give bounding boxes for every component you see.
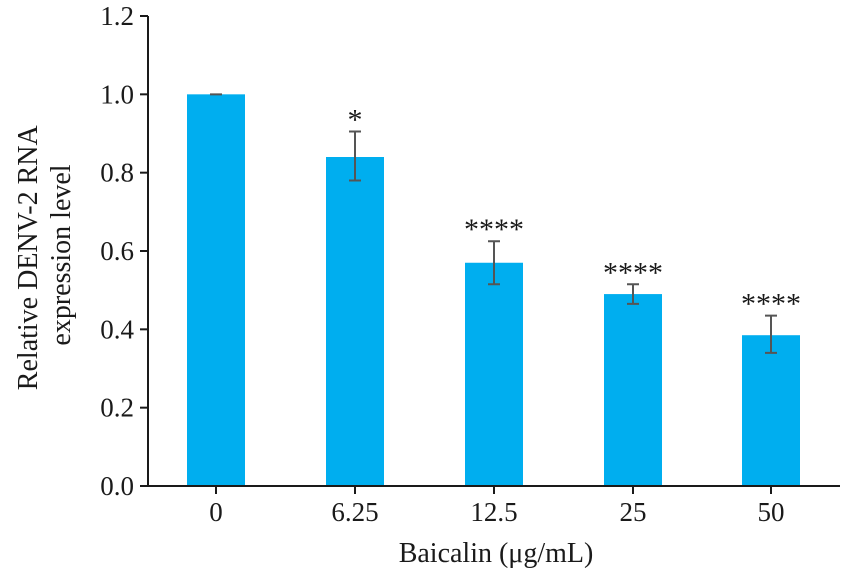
error-bars xyxy=(210,93,777,354)
x-tick-label: 50 xyxy=(758,497,785,527)
y-tick-label: 0.6 xyxy=(100,236,134,266)
bar-6.25 xyxy=(326,157,384,486)
x-tick-label: 0 xyxy=(209,497,223,527)
error-bar-12.5 xyxy=(488,240,500,286)
y-tick-label: 0.4 xyxy=(100,314,134,344)
bars xyxy=(187,94,800,486)
y-axis-title-line-1: Relative DENV-2 RNA xyxy=(13,124,44,390)
significance-label: **** xyxy=(464,213,524,246)
error-bar-50 xyxy=(765,314,777,354)
y-axis-ticks: 0.0 0.2 0.4 0.6 0.8 1.0 1.2 xyxy=(100,1,148,501)
significance-markers: ************* xyxy=(348,104,802,321)
error-bar-25 xyxy=(627,283,639,305)
x-axis-title: Baicalin (μg/mL) xyxy=(399,538,594,568)
y-tick-label: 0.2 xyxy=(100,393,134,423)
y-tick-label: 0.8 xyxy=(100,158,134,188)
x-tick-label: 12.5 xyxy=(470,497,517,527)
bar-12.5 xyxy=(465,262,523,486)
y-axis-title-line-2: expression level xyxy=(46,164,77,345)
error-bar-6.25 xyxy=(349,130,361,182)
x-axis-ticks: 0 6.25 12.5 25 50 xyxy=(209,486,785,527)
bar-0 xyxy=(187,94,245,486)
y-axis-title: Relative DENV-2 RNA expression level xyxy=(13,120,77,390)
y-tick-label: 0.0 xyxy=(100,471,134,501)
x-tick-label: 6.25 xyxy=(331,497,378,527)
x-tick-label: 25 xyxy=(620,497,647,527)
significance-label: **** xyxy=(603,256,663,289)
y-tick-label: 1.0 xyxy=(100,79,134,109)
bar-50 xyxy=(742,335,800,486)
y-tick-label: 1.2 xyxy=(100,1,134,31)
significance-label: * xyxy=(348,104,363,137)
significance-label: **** xyxy=(741,288,801,321)
bar-25 xyxy=(604,294,662,486)
